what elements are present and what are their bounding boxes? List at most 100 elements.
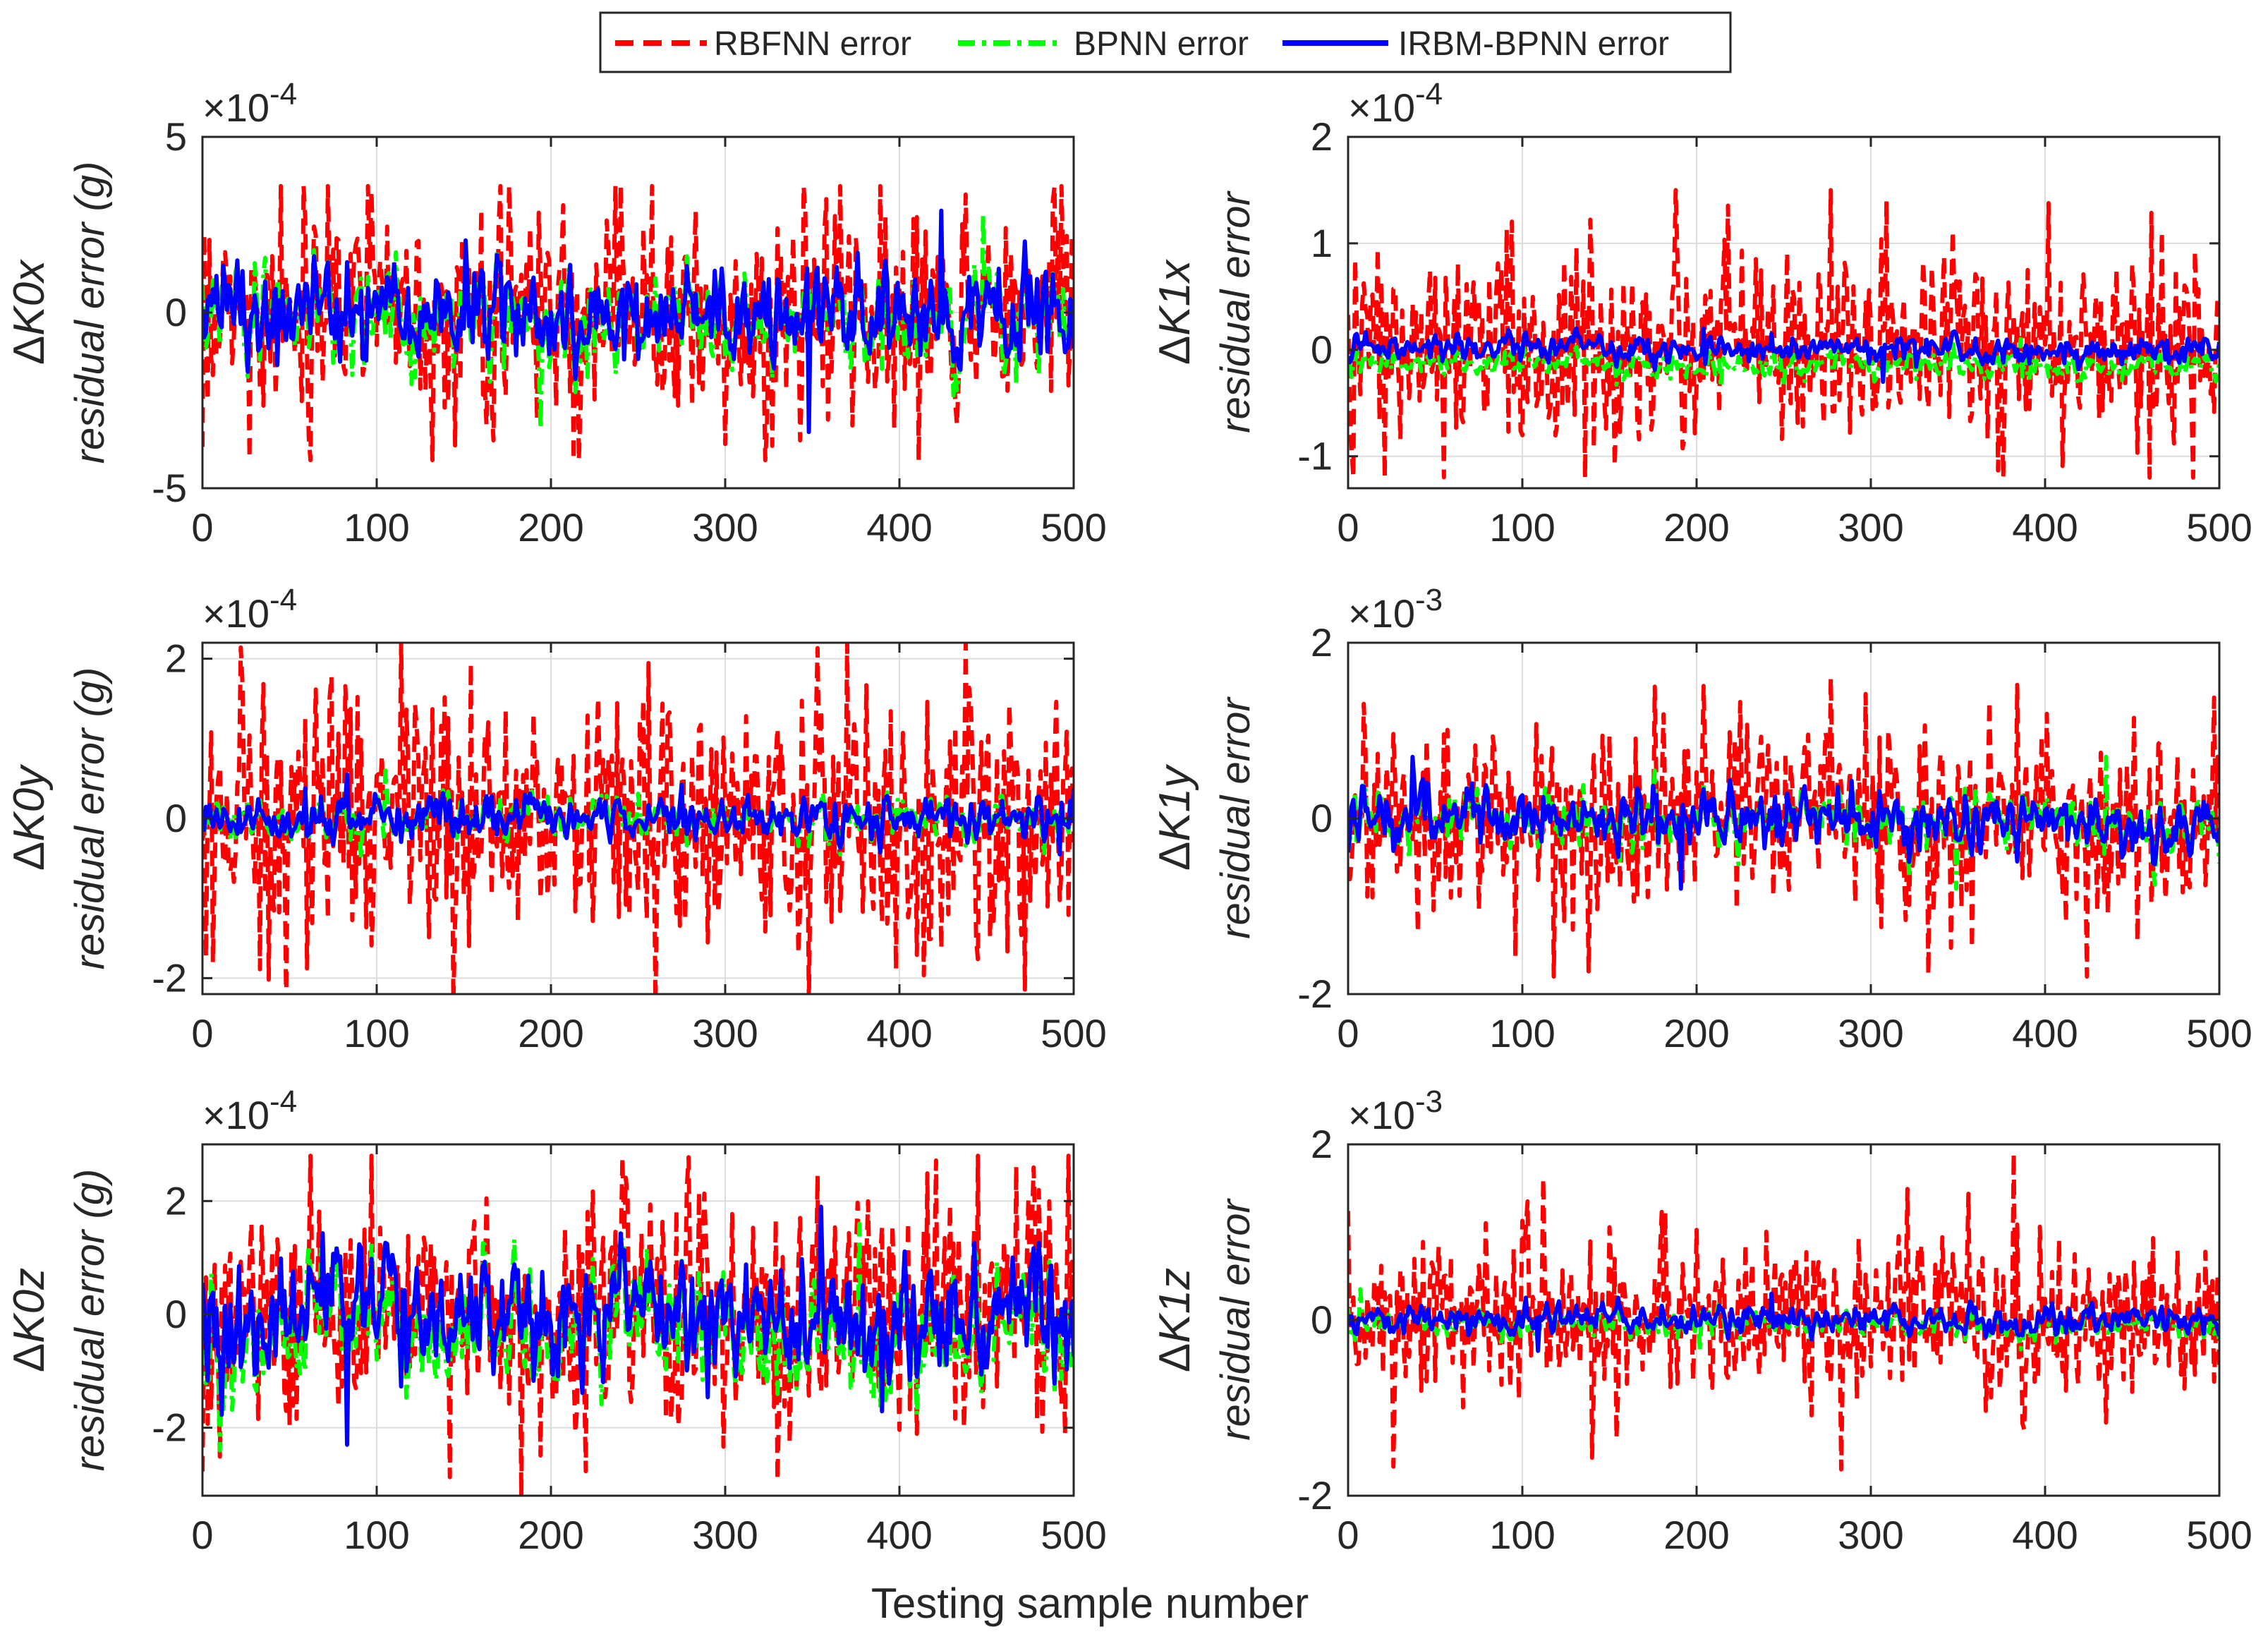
y-axis-param-label: ΔK1x (1151, 259, 1199, 365)
y-tick-label: -2 (152, 955, 187, 1000)
x-tick-label: 400 (2012, 505, 2078, 550)
x-tick-label: 200 (518, 505, 583, 550)
series-line-rbfnn-error (202, 643, 1074, 994)
legend-label-irbm-bpnn: IRBM-BPNN error (1398, 25, 1669, 63)
legend-label-rbfnn: RBFNN error (714, 25, 911, 63)
x-tick-label: 200 (1663, 505, 1729, 550)
y-exponent-label: ×10-4 (202, 583, 297, 636)
series-group (1348, 1151, 2219, 1472)
y-axis-label: residual error (1213, 696, 1259, 938)
legend-item-irbm-bpnn: IRBM-BPNN error (1282, 25, 1669, 63)
legend-box (599, 11, 1732, 73)
y-tick-label: 5 (165, 114, 187, 159)
x-tick-label: 400 (2012, 1513, 2078, 1557)
x-tick-label: 300 (1838, 1513, 1903, 1557)
y-tick-label: 2 (1311, 114, 1333, 159)
x-tick-label: 200 (518, 1513, 583, 1557)
y-axis-label: residual error (g) (67, 162, 113, 464)
series-line-bpnn-error (1348, 337, 2219, 389)
x-tick-label: 400 (866, 1011, 932, 1055)
y-tick-label: 0 (165, 796, 187, 840)
series-group (1348, 675, 2219, 979)
x-tick-label: 0 (1337, 1011, 1359, 1055)
x-tick-label: 100 (344, 1513, 409, 1557)
legend: RBFNN error BPNN error IRBM-BPNN error (599, 11, 1732, 73)
x-tick-label: 200 (518, 1011, 583, 1055)
y-exponent-label: ×10-3 (1348, 1084, 1443, 1137)
x-tick-label: 500 (1041, 1513, 1106, 1557)
series-line-irbm-bpnn-error (202, 772, 1074, 857)
y-axis-param-label: ΔK0x (5, 259, 54, 365)
x-tick-label: 100 (1489, 1011, 1555, 1055)
x-tick-label: 0 (1337, 1513, 1359, 1557)
y-tick-label: 0 (165, 1292, 187, 1336)
series-line-irbm-bpnn-error (1348, 754, 2219, 891)
y-tick-label: 2 (1311, 1122, 1333, 1166)
x-tick-label: 100 (1489, 1513, 1555, 1557)
series-line-irbm-bpnn-error (202, 1204, 1074, 1447)
y-axis-label: residual error (1213, 1197, 1259, 1440)
y-tick-label: 2 (165, 636, 187, 681)
series-line-irbm-bpnn-error (1348, 326, 2219, 385)
series-group (1348, 188, 2219, 480)
y-exponent-label: ×10-4 (1348, 77, 1443, 130)
x-tick-label: 500 (2186, 505, 2252, 550)
y-axis-param-label: ΔK1z (1151, 1268, 1199, 1372)
y-axis-label: residual error (g) (67, 1169, 113, 1472)
x-tick-label: 200 (1663, 1513, 1729, 1557)
y-tick-label: 2 (1311, 620, 1333, 665)
x-tick-label: 200 (1663, 1011, 1729, 1055)
x-tick-label: 300 (1838, 1011, 1903, 1055)
y-axis-label: residual error (g) (67, 667, 113, 970)
x-tick-label: 500 (2186, 1513, 2252, 1557)
x-tick-label: 300 (1838, 505, 1903, 550)
y-axis-param-label: ΔK0z (5, 1268, 54, 1372)
x-axis-label: Testing sample number (871, 1580, 1309, 1627)
x-tick-label: 500 (1041, 505, 1106, 550)
y-tick-label: -1 (1297, 434, 1333, 478)
axes-box (201, 1143, 1075, 1497)
x-tick-label: 500 (2186, 1011, 2252, 1055)
x-tick-label: 0 (191, 1011, 213, 1055)
series-group (202, 183, 1074, 463)
series-group (202, 643, 1074, 994)
x-tick-label: 400 (866, 505, 932, 550)
y-tick-label: 0 (1311, 1297, 1333, 1342)
y-tick-label: -2 (152, 1405, 187, 1450)
x-tick-label: 0 (191, 505, 213, 550)
y-axis-param-label: ΔK1y (1151, 763, 1199, 871)
series-line-rbfnn-error (1348, 675, 2219, 979)
y-tick-label: 1 (1311, 221, 1333, 265)
series-line-irbm-bpnn-error (202, 208, 1074, 435)
x-tick-label: 100 (344, 505, 409, 550)
y-tick-label: 0 (1311, 796, 1333, 840)
y-tick-label: -2 (1297, 972, 1333, 1016)
x-tick-label: 400 (2012, 1011, 2078, 1055)
x-tick-label: 300 (692, 505, 758, 550)
x-tick-label: 500 (1041, 1011, 1106, 1055)
legend-label-bpnn: BPNN error (1074, 25, 1249, 63)
y-tick-label: 0 (1311, 327, 1333, 372)
y-axis-label: residual error (1213, 190, 1259, 432)
x-tick-label: 400 (866, 1513, 932, 1557)
x-tick-label: 100 (344, 1011, 409, 1055)
x-tick-label: 300 (692, 1513, 758, 1557)
x-tick-label: 0 (1337, 505, 1359, 550)
y-tick-label: 0 (165, 290, 187, 334)
axes-box (1347, 135, 2221, 490)
y-tick-label: 2 (165, 1178, 187, 1223)
legend-item-rbfnn: RBFNN error (615, 25, 911, 63)
y-tick-label: -5 (152, 466, 187, 510)
x-tick-label: 100 (1489, 505, 1555, 550)
y-tick-label: -2 (1297, 1473, 1333, 1518)
x-tick-label: 0 (191, 1513, 213, 1557)
x-tick-label: 300 (692, 1011, 758, 1055)
